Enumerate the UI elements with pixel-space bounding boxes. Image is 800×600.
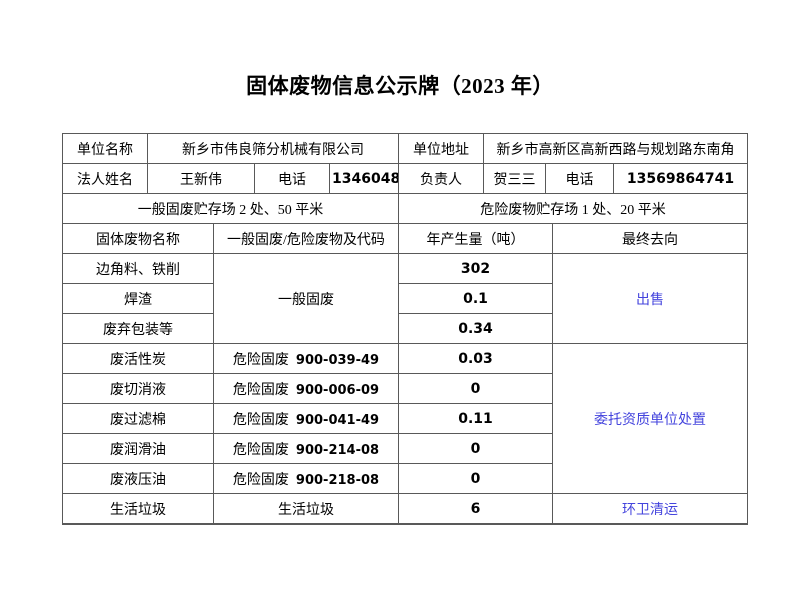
page-title: 固体废物信息公示牌（2023 年）	[246, 74, 554, 98]
category-label: 危险固废	[232, 352, 289, 368]
table-row-hazardous-waste: 废过滤棉 危险固废 900-041-49 0.11	[62, 403, 748, 434]
table-row-hazardous-waste: 废切消液 危险固废 900-006-09 0	[62, 373, 748, 404]
waste-name: 废过滤棉	[62, 403, 214, 434]
waste-amount: 302	[398, 253, 553, 284]
waste-amount: 0.34	[398, 313, 553, 344]
waste-destination: 委托资质单位处置	[552, 343, 748, 494]
waste-category: 危险固废 900-214-08	[213, 433, 399, 464]
header-waste-destination: 最终去向	[552, 223, 748, 254]
category-label: 危险固废	[232, 472, 289, 488]
phone2-label: 电话	[545, 163, 614, 194]
row-storage: 一般固废贮存场 2 处、50 平米 危险废物贮存场 1 处、20 平米	[62, 193, 748, 224]
waste-category: 一般固废	[213, 253, 399, 344]
waste-info-table: 单位名称 新乡市伟良筛分机械有限公司 单位地址 新乡市高新区高新西路与规划路东南…	[62, 133, 748, 525]
legal-person-label: 法人姓名	[62, 163, 148, 194]
header-waste-amount: 年产生量（吨）	[398, 223, 553, 254]
table-row-general-waste: 焊渣 0.1	[62, 283, 748, 314]
waste-code: 900-039-49	[295, 352, 380, 368]
row-contacts: 法人姓名 王新伟 电话 13460481045 负责人 贺三三 电话 13569…	[62, 163, 748, 194]
unit-name-label: 单位名称	[62, 133, 148, 164]
phone1-value: 13460481045	[329, 163, 399, 194]
waste-name: 废液压油	[62, 463, 214, 494]
manager-label: 负责人	[398, 163, 484, 194]
waste-category: 危险固废 900-218-08	[213, 463, 399, 494]
waste-amount: 0.1	[398, 283, 553, 314]
unit-name-value: 新乡市伟良筛分机械有限公司	[147, 133, 399, 164]
category-label: 危险固废	[232, 382, 289, 398]
waste-amount: 0.11	[398, 403, 553, 434]
table-row-hazardous-waste: 废液压油 危险固废 900-218-08 0	[62, 463, 748, 494]
waste-name: 废活性炭	[62, 343, 214, 374]
table-row-general-waste: 边角料、铁削 一般固废 302 出售	[62, 253, 748, 344]
waste-amount: 0.03	[398, 343, 553, 374]
phone1-label: 电话	[254, 163, 330, 194]
waste-category: 危险固废 900-039-49	[213, 343, 399, 374]
table-row-hazardous-waste: 废润滑油 危险固废 900-214-08 0	[62, 433, 748, 464]
table-row-hazardous-waste: 废活性炭 危险固废 900-039-49 0.03 委托资质单位处置	[62, 343, 748, 494]
phone2-value: 13569864741	[613, 163, 748, 194]
waste-name: 焊渣	[62, 283, 214, 314]
waste-amount: 6	[398, 493, 553, 525]
waste-category: 危险固废 900-041-49	[213, 403, 399, 434]
waste-name: 废弃包装等	[62, 313, 214, 344]
waste-category: 危险固废 900-006-09	[213, 373, 399, 404]
waste-amount: 0	[398, 373, 553, 404]
manager-value: 贺三三	[483, 163, 546, 194]
table-row-general-waste: 废弃包装等 0.34	[62, 313, 748, 344]
waste-category: 生活垃圾	[213, 493, 399, 525]
header-waste-category: 一般固废/危险废物及代码	[213, 223, 399, 254]
unit-addr-value: 新乡市高新区高新西路与规划路东南角	[483, 133, 748, 164]
category-label: 危险固废	[232, 442, 289, 458]
waste-name: 生活垃圾	[62, 493, 214, 525]
legal-person-value: 王新伟	[147, 163, 255, 194]
waste-code: 900-041-49	[295, 412, 380, 428]
waste-amount: 0	[398, 433, 553, 464]
table-row-household-waste: 生活垃圾 生活垃圾 6 环卫清运	[62, 493, 748, 525]
category-label: 危险固废	[232, 412, 289, 428]
waste-code: 900-006-09	[295, 382, 380, 398]
row-unit-info: 单位名称 新乡市伟良筛分机械有限公司 单位地址 新乡市高新区高新西路与规划路东南…	[62, 133, 748, 164]
waste-amount: 0	[398, 463, 553, 494]
general-storage-info: 一般固废贮存场 2 处、50 平米	[62, 193, 399, 224]
waste-code: 900-218-08	[295, 472, 380, 488]
header-waste-name: 固体废物名称	[62, 223, 214, 254]
waste-code: 900-214-08	[295, 442, 380, 458]
waste-name: 边角料、铁削	[62, 253, 214, 284]
waste-name: 废切消液	[62, 373, 214, 404]
row-headers: 固体废物名称 一般固废/危险废物及代码 年产生量（吨） 最终去向	[62, 223, 748, 254]
waste-name: 废润滑油	[62, 433, 214, 464]
waste-destination: 环卫清运	[552, 493, 748, 525]
hazard-storage-info: 危险废物贮存场 1 处、20 平米	[398, 193, 748, 224]
unit-addr-label: 单位地址	[398, 133, 484, 164]
waste-destination: 出售	[552, 253, 748, 344]
